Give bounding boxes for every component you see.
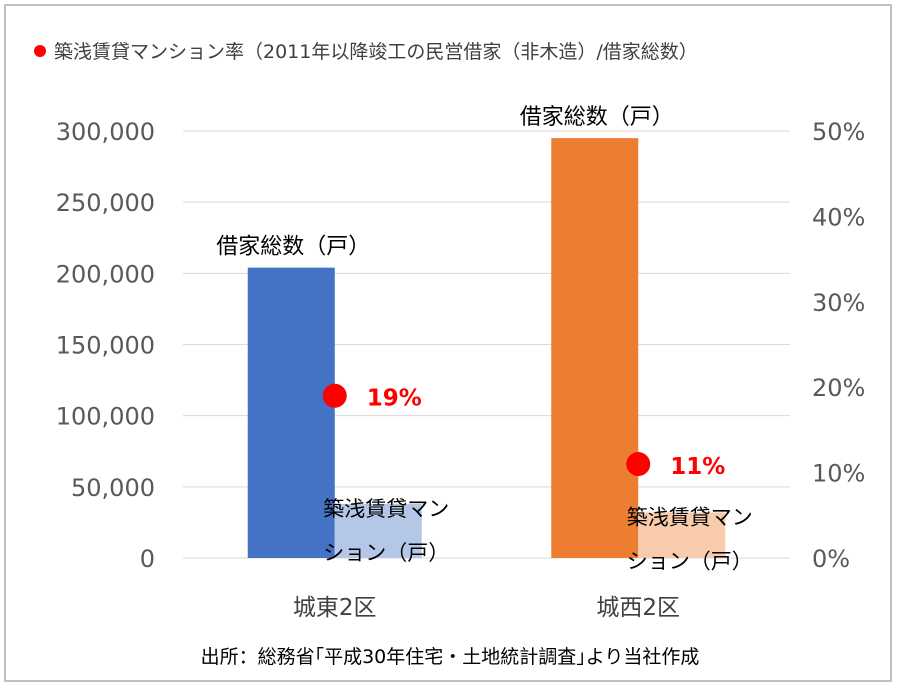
bar-new-apartments [334, 503, 422, 558]
rate-label: 19% [367, 386, 422, 412]
y-right-tick-label: 10% [812, 460, 865, 488]
rate-point [322, 383, 347, 408]
y-left-tick-label: 0 [140, 545, 155, 573]
chart-legend: 築浅賃貸マンション率（2011年以降竣工の民営借家（非木造）/借家総数） [34, 37, 698, 64]
y-right-tick-label: 50% [812, 118, 865, 146]
y-left-tick-label: 100,000 [56, 403, 155, 431]
bar-total-label: 借家総数（戸） [216, 235, 370, 260]
y-right-tick-label: 30% [812, 289, 865, 317]
y-right-tick-label: 20% [812, 374, 865, 402]
y-left-tick-label: 300,000 [56, 118, 155, 146]
legend-label: 築浅賃貸マンション率（2011年以降竣工の民営借家（非木造）/借家総数） [54, 41, 698, 63]
legend-marker [34, 44, 46, 57]
rate-point [626, 452, 651, 477]
bar-new-apartments [638, 512, 726, 558]
bar-new-label-line1: 築浅賃貸マン [323, 497, 449, 521]
chart-frame [4, 4, 892, 682]
bar-new-label-line1: 築浅賃貸マン [627, 505, 753, 529]
source-note: 出所：総務省｢平成30年住宅・土地統計調査｣より当社作成 [200, 646, 700, 668]
y-right-tick-label: 0% [812, 545, 850, 573]
bar-total-label: 借家総数（戸） [520, 105, 674, 130]
bar-total-rentals [247, 267, 335, 558]
bar-new-label-line2: ション（戸） [323, 541, 449, 565]
bar-new-label-line2: ション（戸） [627, 549, 753, 573]
x-tick-label: 城東2区 [293, 595, 377, 621]
y-left-tick-label: 150,000 [56, 332, 155, 360]
x-tick-label: 城西2区 [596, 595, 680, 621]
rate-label: 11% [670, 454, 725, 480]
y-left-tick-label: 200,000 [56, 260, 155, 288]
y-left-tick-label: 50,000 [71, 474, 155, 502]
y-left-tick-label: 250,000 [56, 189, 155, 217]
bar-total-rentals [551, 138, 639, 558]
y-right-tick-label: 40% [812, 203, 865, 231]
